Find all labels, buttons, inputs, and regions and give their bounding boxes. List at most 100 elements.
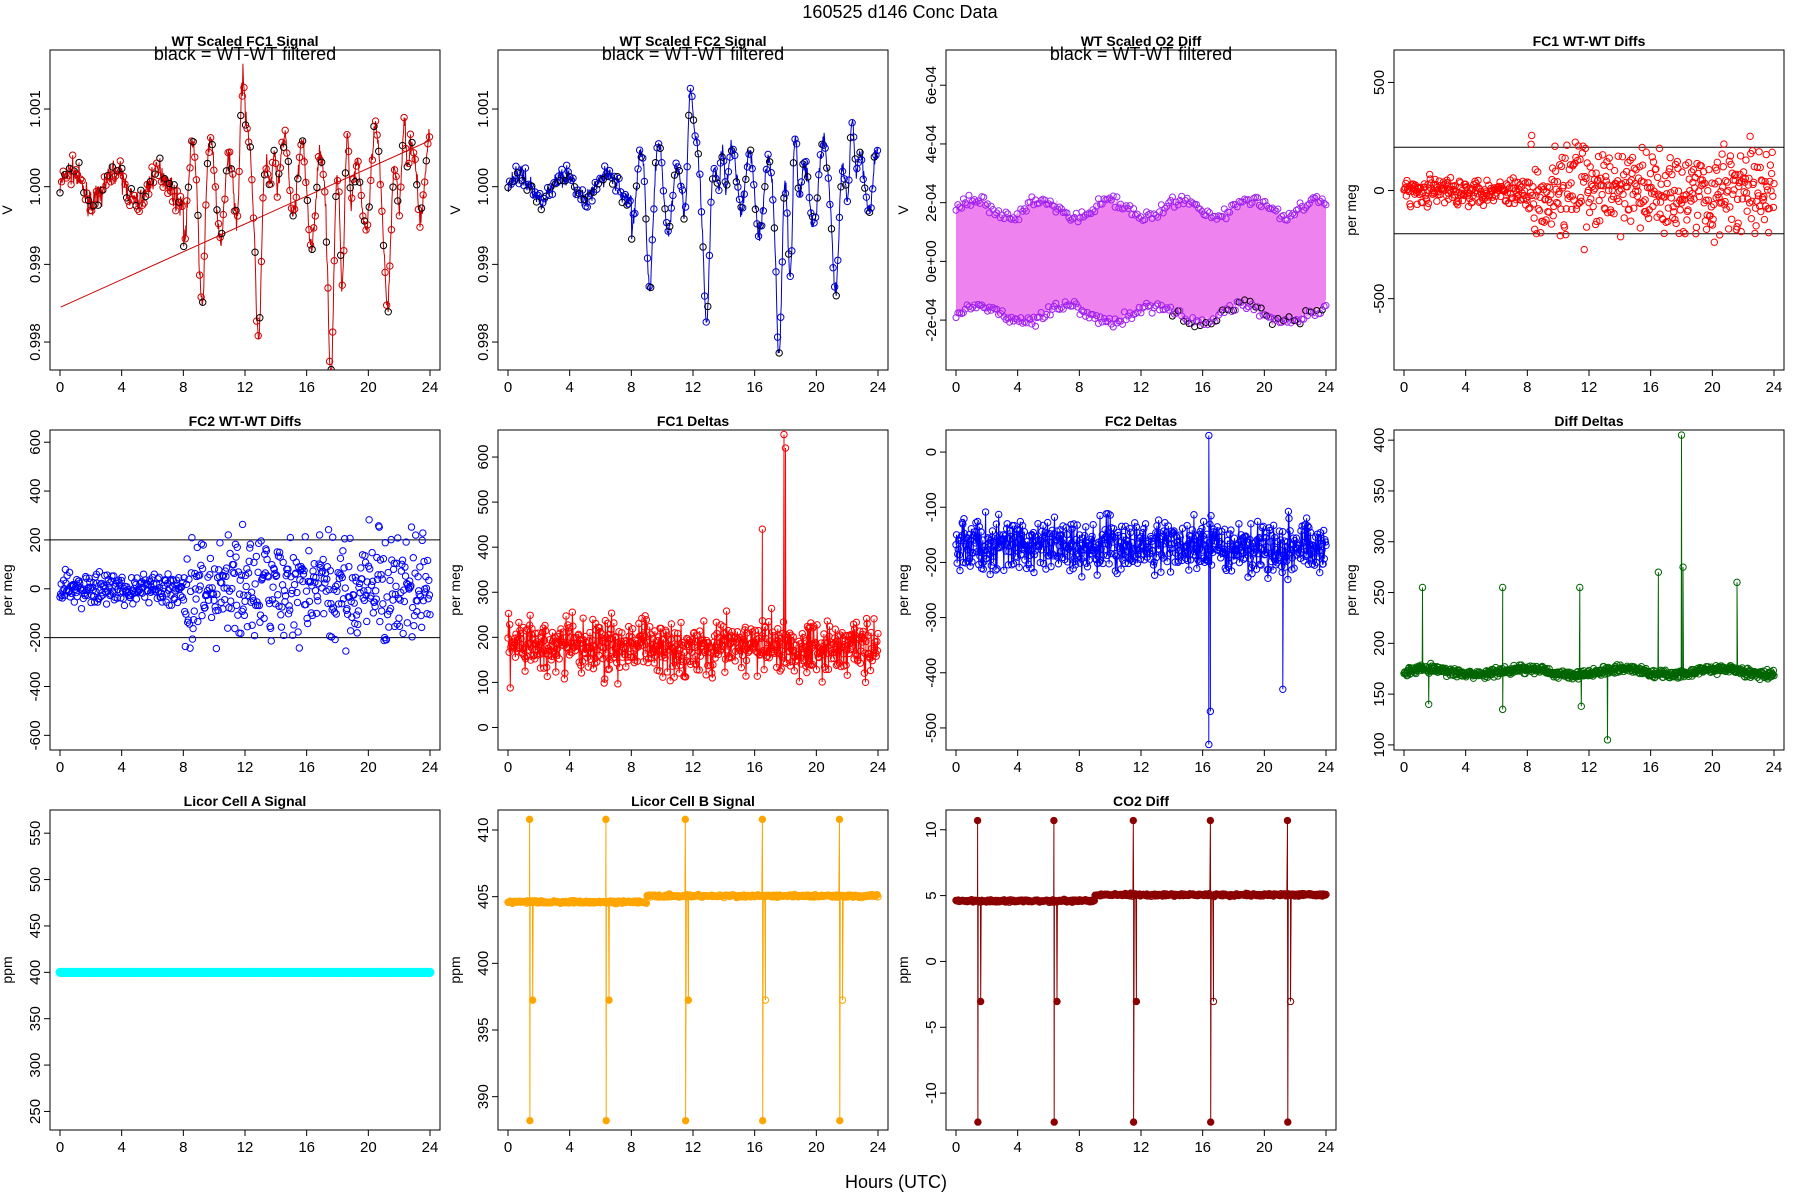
data-point bbox=[331, 635, 339, 644]
data-point bbox=[266, 624, 275, 632]
data-point bbox=[284, 565, 292, 573]
data-point bbox=[425, 591, 434, 599]
data-point bbox=[278, 138, 286, 146]
data-point bbox=[723, 646, 731, 654]
data-point bbox=[1117, 522, 1126, 531]
data-point bbox=[1593, 217, 1601, 226]
data-point bbox=[1028, 320, 1036, 328]
data-point bbox=[715, 633, 723, 642]
data-point bbox=[576, 636, 584, 644]
data-point bbox=[310, 559, 318, 568]
data-point bbox=[1578, 173, 1586, 181]
data-point bbox=[682, 657, 690, 665]
y-tick-label: 395 bbox=[475, 1017, 492, 1042]
data-point bbox=[1489, 196, 1498, 205]
data-point bbox=[1754, 189, 1762, 197]
data-point bbox=[1763, 186, 1772, 194]
data-point bbox=[642, 616, 651, 624]
data-point bbox=[387, 226, 396, 234]
data-point bbox=[212, 607, 220, 615]
data-point bbox=[267, 180, 275, 188]
y-tick-label: 0.998 bbox=[27, 323, 44, 361]
data-point bbox=[183, 555, 191, 563]
data-point bbox=[1213, 523, 1221, 531]
data-point bbox=[1679, 228, 1687, 236]
data-point bbox=[184, 616, 193, 624]
data-point bbox=[1305, 200, 1313, 208]
data-point bbox=[308, 611, 317, 620]
data-point bbox=[226, 549, 234, 558]
data-point bbox=[1124, 537, 1132, 545]
data-point bbox=[229, 568, 237, 576]
data-point bbox=[1063, 209, 1071, 217]
data-point bbox=[1047, 562, 1055, 571]
data-point bbox=[1747, 214, 1756, 223]
data-point bbox=[174, 584, 182, 593]
data-point bbox=[229, 560, 238, 569]
data-point bbox=[1633, 192, 1642, 200]
data-point bbox=[973, 517, 982, 526]
y-tick-label: 250 bbox=[1371, 580, 1388, 605]
data-point bbox=[337, 599, 346, 608]
data-point bbox=[677, 182, 685, 190]
data-point bbox=[1041, 528, 1050, 536]
data-point bbox=[842, 661, 850, 669]
data-point bbox=[702, 318, 710, 326]
data-point bbox=[578, 186, 587, 194]
data-point bbox=[1730, 186, 1738, 194]
data-point bbox=[306, 241, 315, 249]
data-point bbox=[320, 609, 328, 618]
data-point bbox=[577, 661, 585, 670]
data-point bbox=[648, 645, 657, 653]
data-point bbox=[704, 302, 712, 311]
data-point bbox=[642, 215, 650, 223]
data-point bbox=[243, 623, 252, 631]
data-point bbox=[1672, 219, 1680, 228]
data-point bbox=[363, 221, 372, 229]
data-point bbox=[644, 654, 653, 663]
data-point bbox=[1673, 157, 1682, 166]
data-point bbox=[857, 647, 865, 655]
data-point bbox=[600, 679, 608, 687]
data-point bbox=[605, 167, 614, 175]
data-point bbox=[252, 552, 261, 561]
data-point bbox=[195, 571, 204, 579]
data-point bbox=[1573, 201, 1581, 209]
y-axis-label: per meg bbox=[1343, 184, 1359, 235]
data-point bbox=[1246, 201, 1254, 209]
data-point bbox=[652, 646, 660, 654]
x-tick-label: 20 bbox=[360, 379, 377, 396]
data-point bbox=[989, 558, 998, 566]
data-point bbox=[709, 661, 717, 669]
data-point bbox=[708, 669, 716, 677]
data-point bbox=[583, 203, 591, 211]
data-point bbox=[1004, 561, 1013, 569]
data-point bbox=[1551, 167, 1560, 175]
data-point bbox=[344, 147, 353, 156]
data-point bbox=[391, 622, 399, 631]
data-point bbox=[1413, 200, 1421, 209]
data-point bbox=[271, 159, 280, 168]
data-point bbox=[521, 164, 530, 172]
data-point bbox=[1755, 148, 1763, 156]
data-point bbox=[1168, 527, 1176, 535]
data-point bbox=[1216, 554, 1225, 562]
data-point bbox=[848, 119, 856, 127]
data-point bbox=[211, 183, 220, 191]
data-point bbox=[1640, 178, 1648, 186]
data-point bbox=[89, 202, 98, 210]
data-point bbox=[1014, 544, 1023, 552]
y-tick-label: 300 bbox=[475, 580, 492, 605]
data-point bbox=[1684, 159, 1693, 167]
data-point bbox=[314, 579, 323, 588]
data-point bbox=[375, 147, 383, 155]
data-point bbox=[1424, 700, 1433, 708]
data-point bbox=[1011, 216, 1019, 224]
data-point bbox=[133, 574, 141, 582]
y-tick-label: -600 bbox=[27, 720, 44, 750]
data-point bbox=[354, 157, 362, 166]
data-point bbox=[843, 671, 851, 679]
data-point bbox=[411, 155, 419, 164]
panel-title: FC1 Deltas bbox=[657, 413, 730, 429]
